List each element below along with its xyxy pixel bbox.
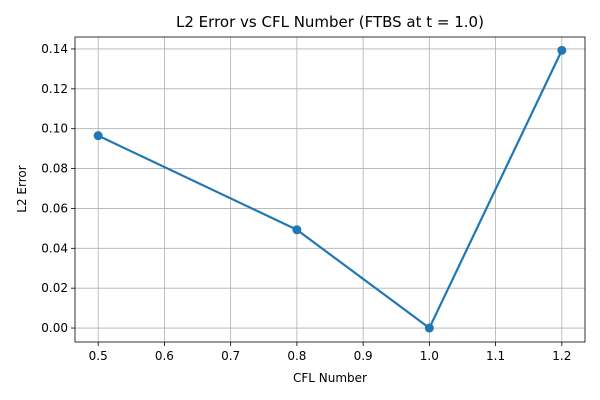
grid	[75, 37, 585, 342]
data-point	[292, 225, 302, 235]
y-tick-label: 0.08	[41, 162, 68, 176]
x-tick-label: 1.2	[552, 349, 571, 363]
y-tick-label: 0.12	[41, 82, 68, 96]
x-tick-label: 0.5	[89, 349, 108, 363]
y-tick-label: 0.04	[41, 241, 68, 255]
ticks: 0.5 0.6 0.7 0.8 0.9 1.0 1.1 1.2 0.00 0.02 0.04 0.06…	[41, 42, 571, 363]
x-tick-label: 0.9	[354, 349, 373, 363]
data-point	[557, 45, 567, 55]
y-tick-label: 0.06	[41, 201, 68, 215]
plot-frame	[74, 36, 586, 343]
x-axis-label: CFL Number	[293, 371, 367, 385]
y-axis-label: L2 Error	[15, 165, 29, 212]
y-tick-label: 0.02	[41, 281, 68, 295]
x-tick-label: 0.7	[221, 349, 240, 363]
x-tick-label: 1.1	[486, 349, 505, 363]
data-point	[93, 131, 103, 141]
y-tick-label: 0.10	[41, 122, 68, 136]
series-layer	[93, 45, 567, 333]
chart-title: L2 Error vs CFL Number (FTBS at t = 1.0)	[176, 13, 484, 31]
y-tick-label: 0.00	[41, 321, 68, 335]
x-tick-label: 0.8	[287, 349, 306, 363]
series-line	[97, 49, 563, 330]
x-tick-label: 0.6	[155, 349, 174, 363]
y-tick-label: 0.14	[41, 42, 68, 56]
data-point	[424, 323, 434, 333]
x-tick-label: 1.0	[420, 349, 439, 363]
